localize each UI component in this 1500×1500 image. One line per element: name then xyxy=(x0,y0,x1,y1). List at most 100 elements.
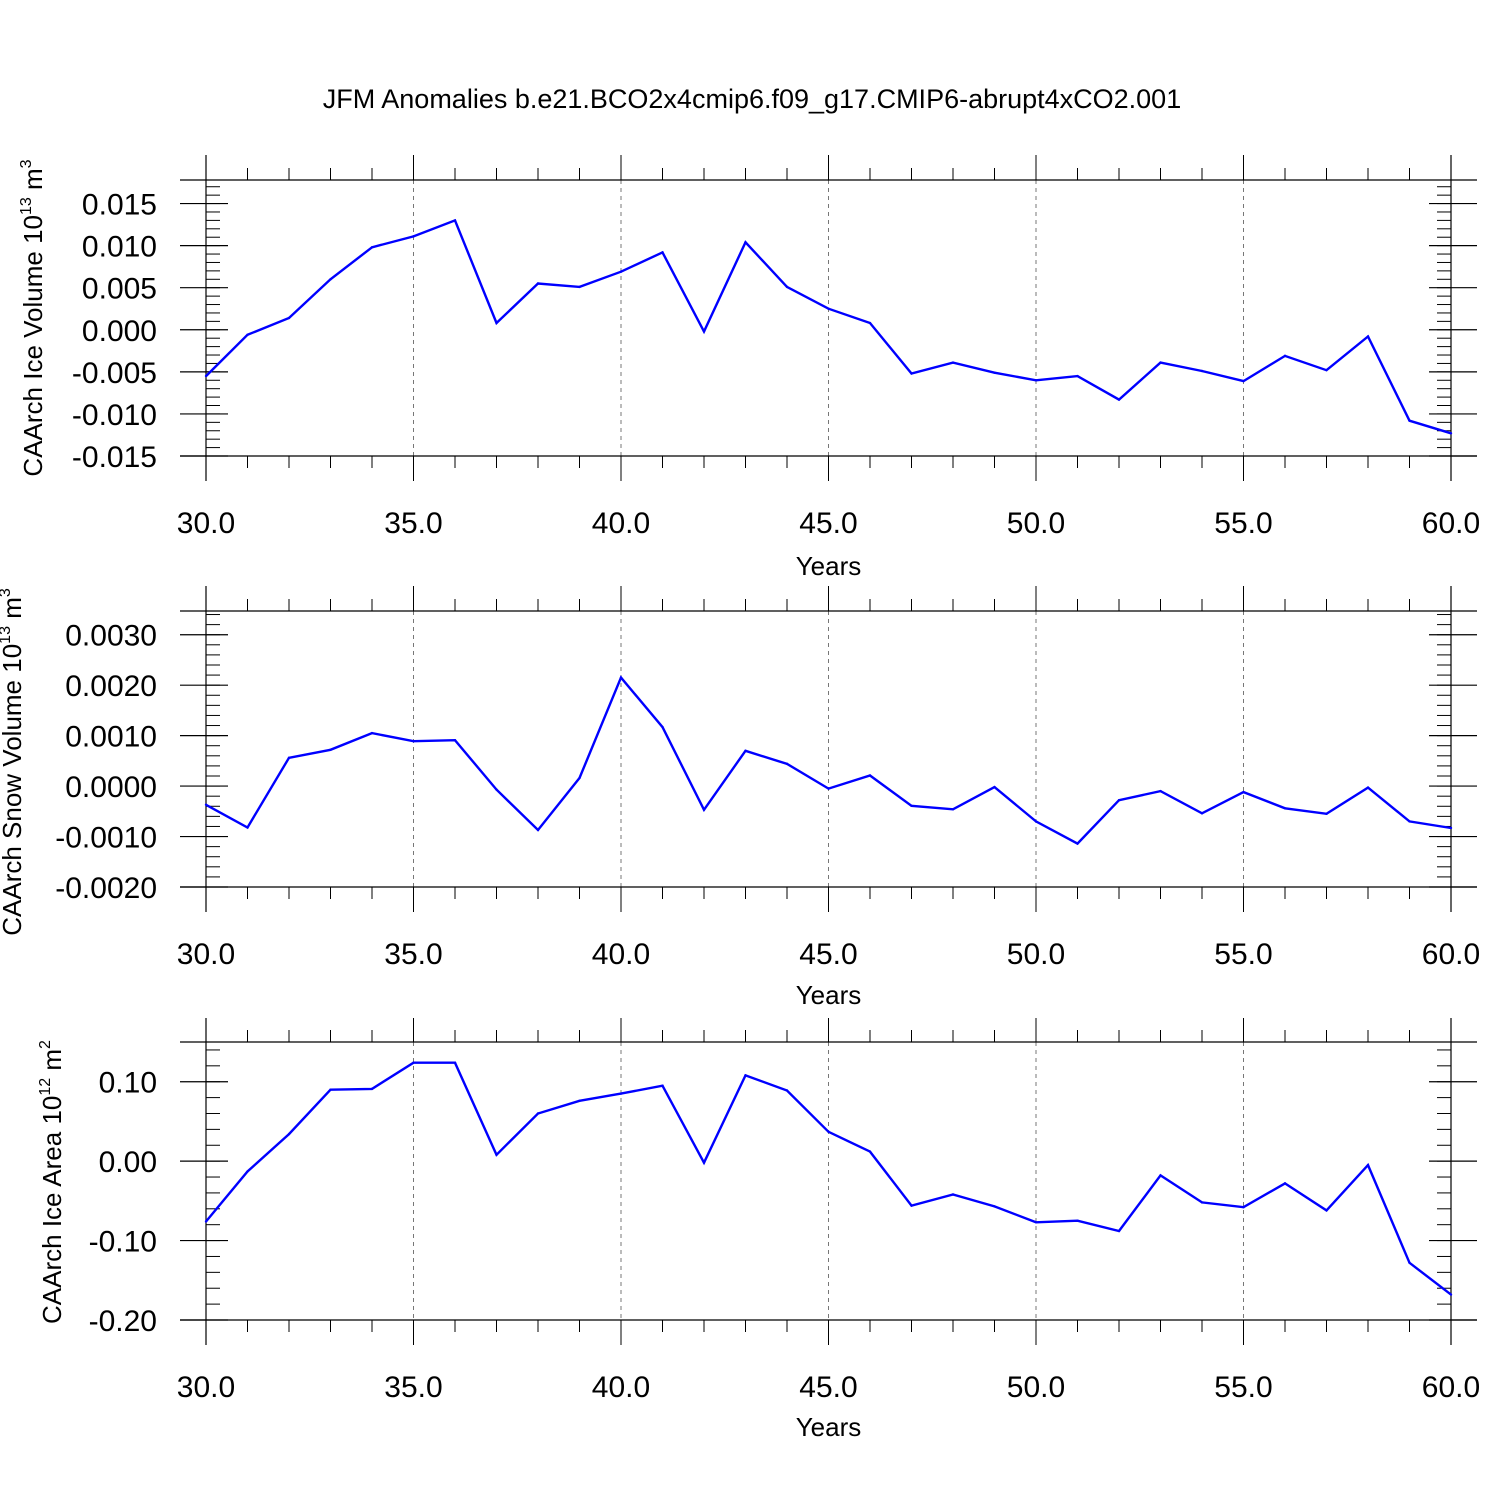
data-point xyxy=(1159,1174,1162,1177)
y-axis-label-unit: m xyxy=(37,1049,67,1078)
data-point xyxy=(453,219,457,222)
x-tick-label: 30.0 xyxy=(177,938,235,971)
data-point xyxy=(1449,826,1453,830)
y-tick-label: 0.015 xyxy=(82,189,157,222)
data-point xyxy=(329,278,332,281)
data-point xyxy=(744,749,747,752)
data-point xyxy=(1076,1219,1079,1222)
y-axis-label-unit-exponent: 3 xyxy=(18,159,35,168)
data-point xyxy=(1034,820,1038,823)
data-point xyxy=(868,1150,872,1153)
data-point xyxy=(536,282,540,285)
data-point xyxy=(1117,1229,1121,1233)
data-point xyxy=(204,1220,208,1223)
panels: -0.015-0.010-0.0050.0000.0050.0100.01530… xyxy=(0,155,1480,1442)
x-tick-label: 40.0 xyxy=(592,1371,650,1404)
data-point xyxy=(287,316,291,320)
chart-panel-1: -0.015 -0.010 -0.005 0.000 0.005 0.010 0.015 30… xyxy=(18,155,1480,581)
y-tick-label: 0.0030 xyxy=(65,620,157,653)
x-tick-label: 55.0 xyxy=(1214,938,1272,971)
data-point xyxy=(1325,1209,1328,1212)
data-point xyxy=(1076,374,1079,378)
data-point xyxy=(702,1161,706,1164)
data-point xyxy=(827,787,830,790)
y-tick-label: 0.005 xyxy=(82,273,157,306)
data-point xyxy=(1325,368,1328,372)
data-point xyxy=(370,731,374,735)
data-point xyxy=(1366,786,1370,789)
data-point xyxy=(661,251,664,254)
x-tick-label: 35.0 xyxy=(384,507,442,540)
data-point xyxy=(495,1153,498,1156)
data-point xyxy=(785,1089,789,1092)
data-point xyxy=(1449,432,1453,435)
data-point xyxy=(744,1074,747,1077)
y-axis-label: CAArch Ice Area 1012 m2 xyxy=(37,1040,67,1324)
data-point xyxy=(661,1084,664,1087)
data-point xyxy=(1200,369,1204,373)
x-axis-label: Years xyxy=(796,551,862,581)
x-tick-label: 40.0 xyxy=(592,938,650,971)
x-axis-label: Years xyxy=(796,1412,862,1442)
data-point xyxy=(1117,398,1121,401)
data-point xyxy=(619,676,623,679)
data-point xyxy=(1408,419,1411,422)
data-point xyxy=(702,808,706,812)
y-tick-label: -0.005 xyxy=(72,357,157,390)
data-point xyxy=(1283,1182,1287,1185)
data-point xyxy=(412,235,415,238)
data-point xyxy=(1283,807,1287,810)
data-point xyxy=(287,1132,291,1136)
data-point xyxy=(1076,842,1079,845)
data-point xyxy=(910,804,913,807)
data-point xyxy=(578,285,581,289)
x-tick-label: 50.0 xyxy=(1007,938,1065,971)
y-axis-label-unit-exponent: 2 xyxy=(37,1040,54,1049)
x-tick-label: 40.0 xyxy=(592,507,650,540)
data-point xyxy=(578,776,581,780)
data-point xyxy=(370,1087,374,1091)
x-tick-label: 30.0 xyxy=(177,1371,235,1404)
data-point xyxy=(453,1061,457,1064)
data-point xyxy=(204,374,208,378)
y-tick-label: -0.015 xyxy=(72,441,157,474)
data-point xyxy=(1117,799,1121,802)
y-tick-label: -0.0010 xyxy=(55,822,157,855)
x-tick-label: 45.0 xyxy=(799,938,857,971)
data-point xyxy=(1283,354,1287,358)
data-point xyxy=(246,826,249,829)
data-point xyxy=(785,762,789,766)
y-tick-label: 0.0010 xyxy=(65,721,157,754)
chart-panel-3: -0.20 -0.10 0.00 0.10 30.0 35.0 40.0 45.0 50.0 55… xyxy=(37,1018,1480,1442)
y-axis-label-unit: m xyxy=(18,168,48,197)
data-point xyxy=(910,372,913,375)
data-point xyxy=(1242,379,1245,383)
data-point xyxy=(1034,1221,1038,1224)
y-tick-label: -0.010 xyxy=(72,399,157,432)
data-point xyxy=(1200,1201,1204,1204)
y-tick-label: -0.10 xyxy=(89,1226,157,1259)
data-point xyxy=(1242,1206,1245,1209)
x-tick-label: 50.0 xyxy=(1007,507,1065,540)
chart-title: JFM Anomalies b.e21.BCO2x4cmip6.f09_g17.… xyxy=(323,84,1181,114)
data-point xyxy=(536,828,540,832)
x-tick-label: 55.0 xyxy=(1214,507,1272,540)
data-point xyxy=(370,246,374,249)
data-point xyxy=(661,725,664,729)
data-point xyxy=(1325,812,1328,816)
data-point xyxy=(868,774,872,777)
data-point xyxy=(993,371,996,374)
data-point xyxy=(412,739,415,743)
data-point xyxy=(1242,790,1245,794)
y-axis-label-unit: m xyxy=(0,597,27,626)
data-point xyxy=(287,756,291,760)
y-axis-label-text: CAArch Ice Area 10 xyxy=(37,1096,67,1324)
data-point xyxy=(868,321,872,325)
data-point xyxy=(951,361,955,364)
x-tick-label: 35.0 xyxy=(384,1371,442,1404)
x-tick-label: 35.0 xyxy=(384,938,442,971)
data-point xyxy=(993,1205,996,1208)
x-tick-label: 60.0 xyxy=(1422,1371,1480,1404)
y-tick-label: 0.10 xyxy=(99,1067,157,1100)
